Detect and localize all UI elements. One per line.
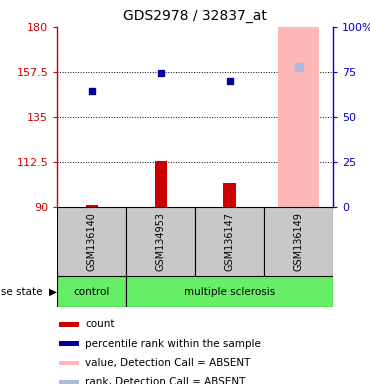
Bar — [264, 207, 333, 276]
Bar — [85, 205, 98, 207]
Text: GSM136140: GSM136140 — [87, 212, 97, 271]
Text: GSM134953: GSM134953 — [156, 212, 166, 271]
Bar — [59, 361, 78, 365]
Bar — [59, 341, 78, 346]
Bar — [57, 207, 126, 276]
Bar — [126, 276, 333, 307]
Text: multiple sclerosis: multiple sclerosis — [184, 287, 275, 297]
Bar — [59, 322, 78, 327]
Text: value, Detection Call = ABSENT: value, Detection Call = ABSENT — [85, 358, 250, 368]
Text: count: count — [85, 319, 115, 329]
Bar — [126, 207, 195, 276]
Text: percentile rank within the sample: percentile rank within the sample — [85, 339, 261, 349]
Text: GSM136149: GSM136149 — [293, 212, 303, 271]
Bar — [57, 276, 126, 307]
Bar — [59, 380, 78, 384]
Title: GDS2978 / 32837_at: GDS2978 / 32837_at — [123, 9, 267, 23]
Bar — [195, 207, 264, 276]
Text: control: control — [74, 287, 110, 297]
Text: GSM136147: GSM136147 — [225, 212, 235, 271]
Bar — [278, 27, 319, 207]
Bar — [223, 183, 236, 207]
Bar — [155, 161, 167, 207]
Text: disease state  ▶: disease state ▶ — [0, 287, 57, 297]
Text: rank, Detection Call = ABSENT: rank, Detection Call = ABSENT — [85, 377, 246, 384]
